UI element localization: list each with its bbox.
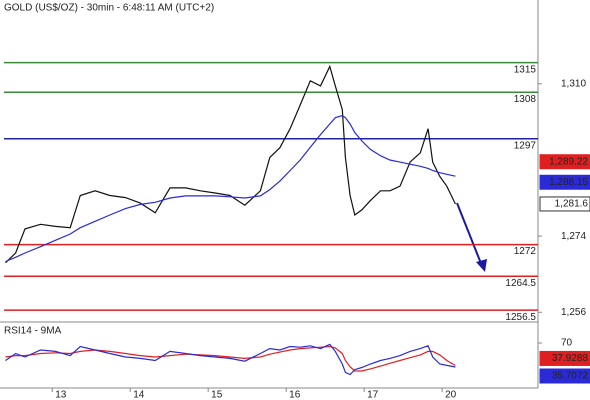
x-tick-label: 15 [211, 390, 223, 400]
y-tick-label: 1,310 [561, 78, 586, 89]
price-tag [539, 154, 590, 170]
price-tag-label: 37.9288 [552, 353, 589, 364]
price-tag [539, 350, 590, 366]
y-tick-label: 1,256 [561, 307, 586, 318]
level-label: 1315 [514, 64, 537, 75]
x-tick-label: 16 [289, 390, 301, 400]
level-label: 1256.5 [505, 312, 536, 323]
x-tick-label: 14 [133, 390, 145, 400]
price-tag-label: 1,288.15 [549, 177, 588, 188]
y-tick-label: 70 [561, 338, 573, 349]
level-label: 1264.5 [505, 278, 536, 289]
series-line [5, 64, 456, 264]
arrow [456, 202, 483, 267]
x-tick-label: 20 [445, 390, 457, 400]
price-tag-label: 35.7072 [552, 371, 589, 382]
price-tag-label: 1,289.22 [549, 156, 588, 167]
price-tag [539, 174, 590, 190]
series-line [5, 343, 456, 376]
x-tick-label: 17 [367, 390, 379, 400]
price-tag-label: 1,281.6 [555, 199, 589, 210]
price-tag [539, 368, 590, 384]
series-line [5, 114, 456, 263]
x-tick-label: 13 [55, 390, 67, 400]
chart-title: GOLD (US$/OZ) - 30min - 6:48:11 AM (UTC+… [4, 3, 214, 14]
level-label: 1297 [514, 140, 537, 151]
arrowhead [476, 259, 487, 272]
panel-title: RSI14 - 9MA [4, 326, 62, 337]
y-tick-label: 1,274 [561, 231, 586, 242]
level-label: 1308 [514, 94, 537, 105]
price-tag [539, 196, 590, 212]
level-label: 1272 [514, 246, 537, 257]
